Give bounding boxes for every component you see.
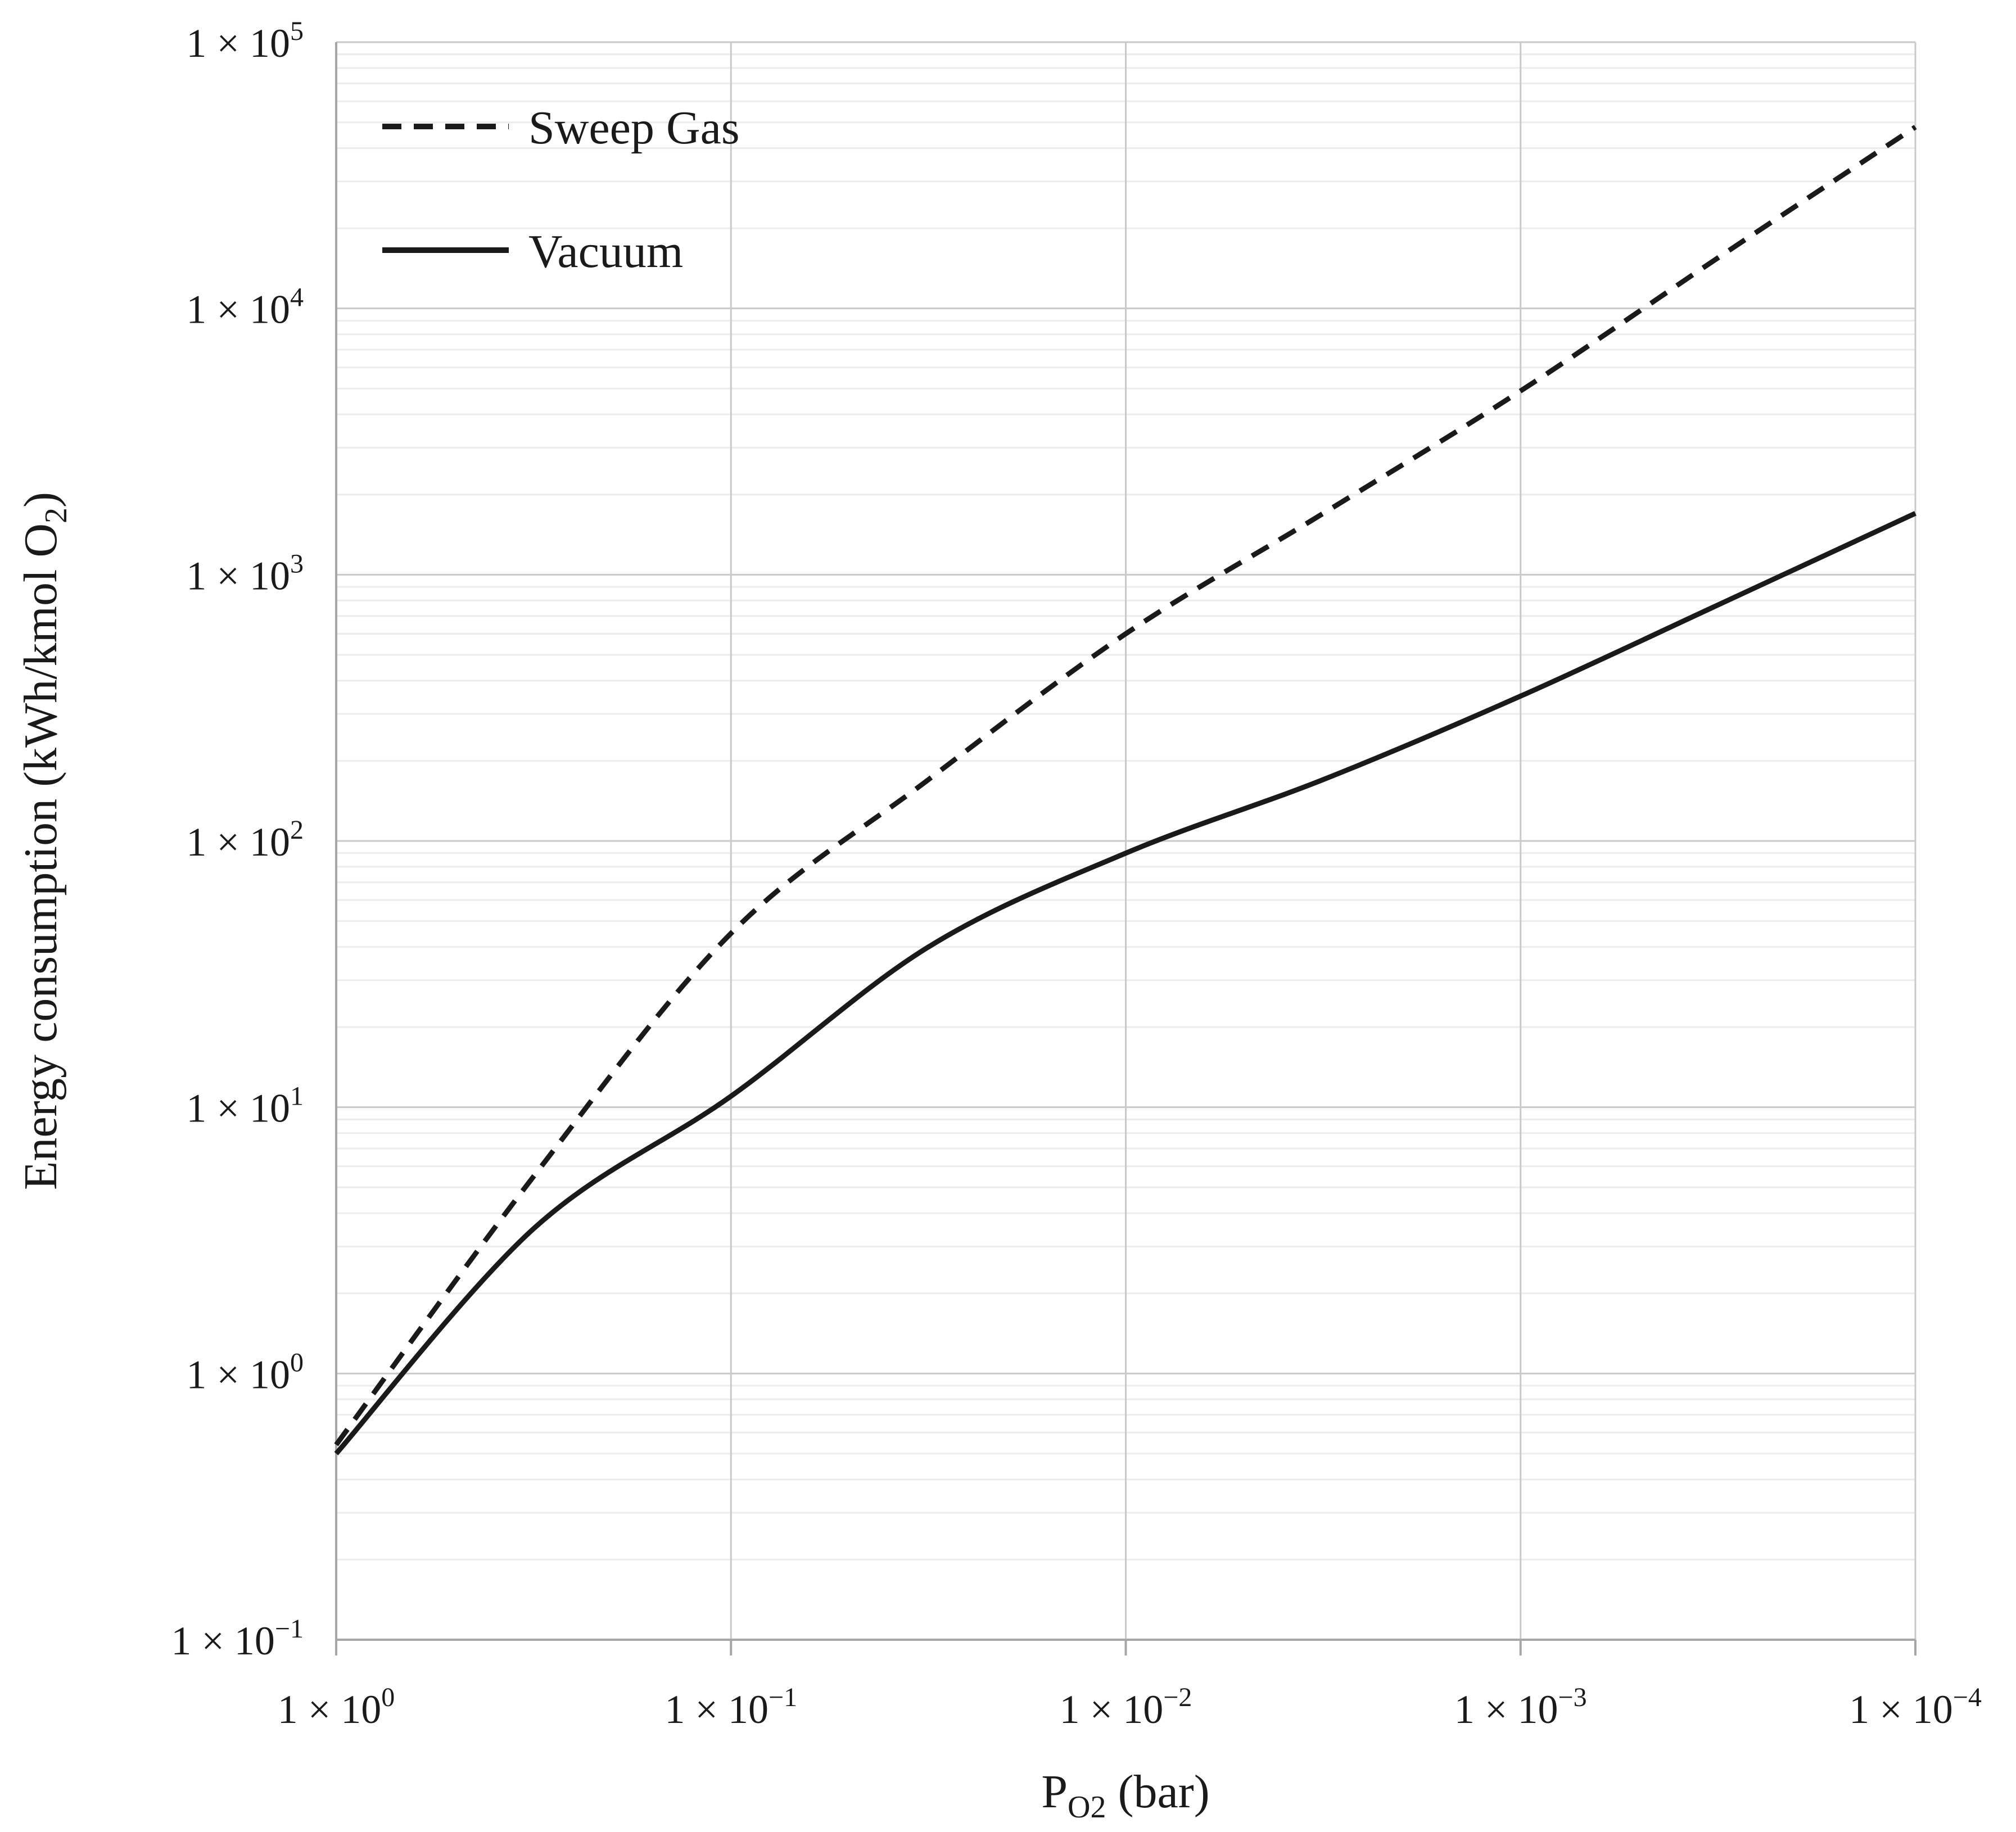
y-axis-tick-label-base: 1 × 10 <box>186 21 290 66</box>
legend: Sweep Gas Vacuum <box>382 102 740 278</box>
x-axis-tick-label: 1 × 100 <box>278 1682 395 1732</box>
legend-label-vacuum: Vacuum <box>528 225 683 278</box>
x-axis-tick-label: 1 × 10−4 <box>1849 1682 1982 1732</box>
y-axis-tick-label-exponent: 4 <box>290 283 304 313</box>
y-axis-tick-label: 1 × 10−1 <box>171 1614 304 1663</box>
x-axis-tick-label-base: 1 × 10 <box>278 1687 382 1732</box>
y-axis-tick-label-exponent: 3 <box>290 549 304 578</box>
x-axis-tick-label-base: 1 × 10 <box>1454 1687 1558 1732</box>
x-axis-title-unit: (bar) <box>1106 1766 1209 1818</box>
y-axis-tick-label: 1 × 102 <box>186 815 304 865</box>
y-axis-tick-label-exponent: 2 <box>290 815 304 845</box>
x-axis-tick-label-exponent: 0 <box>381 1682 395 1712</box>
y-axis-tick-label-exponent: 5 <box>290 16 304 46</box>
y-axis-tick-label: 1 × 101 <box>186 1082 304 1131</box>
y-axis-tick-label-exponent: 0 <box>290 1347 304 1377</box>
x-axis-tick-labels: 1 × 100 1 × 10−1 1 × 10−2 1 × 10−3 1 × 10−4 <box>278 1682 1982 1732</box>
x-axis-tick-label: 1 × 10−2 <box>1060 1682 1192 1732</box>
vacuum-curve <box>334 511 1916 1455</box>
y-axis-tick-label: 1 × 100 <box>186 1347 304 1397</box>
plot-borders <box>335 41 1916 1655</box>
y-axis-tick-label: 1 × 105 <box>186 16 304 66</box>
y-axis-tick-label-base: 1 × 10 <box>186 820 290 865</box>
x-axis-tick-label: 1 × 10−3 <box>1454 1682 1587 1732</box>
y-axis-tick-label: 1 × 104 <box>186 283 304 332</box>
y-axis-tick-label-base: 1 × 10 <box>186 1086 290 1131</box>
x-axis-tick-label: 1 × 10−1 <box>665 1682 797 1732</box>
y-axis-tick-label: 1 × 103 <box>186 549 304 598</box>
legend-item-sweep-gas: Sweep Gas <box>382 102 740 154</box>
y-axis-tick-label-base: 1 × 10 <box>186 1352 290 1397</box>
x-axis-tick-label-exponent: −3 <box>1558 1682 1587 1712</box>
x-axis-title: PO2 (bar) <box>1041 1766 1209 1825</box>
legend-label-sweep-gas: Sweep Gas <box>528 102 740 154</box>
x-axis-tick-label-base: 1 × 10 <box>665 1687 769 1732</box>
y-axis-title-close: ) <box>15 492 67 508</box>
sweep-gas-curve <box>334 125 1917 1446</box>
legend-item-vacuum: Vacuum <box>382 225 683 278</box>
x-axis-tick-label-base: 1 × 10 <box>1060 1687 1164 1732</box>
y-axis-title-subscript: 2 <box>39 508 74 523</box>
y-axis-tick-label-base: 1 × 10 <box>171 1618 275 1663</box>
x-axis-tick-label-base: 1 × 10 <box>1849 1687 1953 1732</box>
y-axis-tick-label-base: 1 × 10 <box>186 287 290 332</box>
x-axis-tick-label-exponent: −1 <box>769 1682 797 1712</box>
y-axis-tick-label-exponent: 1 <box>290 1082 304 1111</box>
x-axis-title-main: P <box>1041 1766 1068 1818</box>
x-axis-tick-label-exponent: −4 <box>1953 1682 1982 1712</box>
y-axis-title-text: Energy consumption (kWh/kmol O <box>15 523 67 1190</box>
y-axis-tick-label-base: 1 × 10 <box>186 553 290 598</box>
x-axis-title-subscript: O2 <box>1068 1790 1106 1825</box>
y-axis-title: Energy consumption (kWh/kmol O2) <box>15 492 74 1190</box>
y-axis-tick-label-exponent: −1 <box>275 1614 304 1644</box>
gridlines <box>336 42 1915 1640</box>
x-axis-tick-label-exponent: −2 <box>1163 1682 1192 1712</box>
